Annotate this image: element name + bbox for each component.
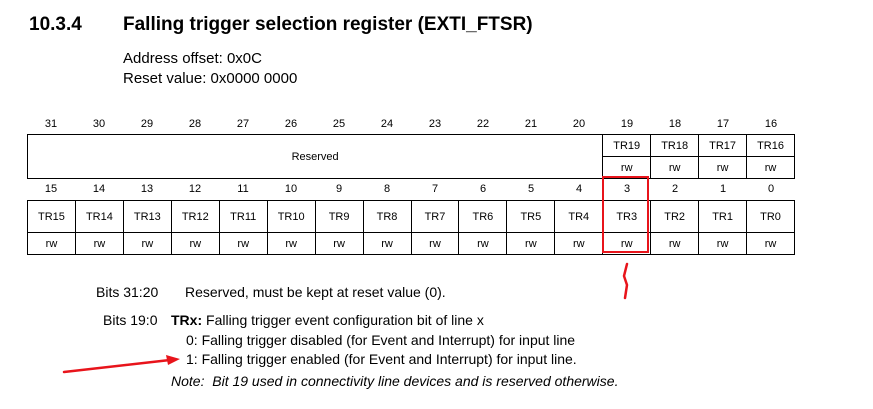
lower-bit-numbers: 15 14 13 12 11 10 9 8 7 6 5 4 3 2 1 0 xyxy=(27,183,795,195)
access-mode: rw xyxy=(266,232,316,255)
bit-number: 18 xyxy=(668,118,682,130)
access-mode: rw xyxy=(362,232,412,255)
access-mode: rw xyxy=(27,232,76,255)
address-offset: Address offset: 0x0C xyxy=(123,50,262,67)
section-number: 10.3.4 xyxy=(29,14,82,35)
bit-number: 19 xyxy=(620,118,634,130)
bit-number: 4 xyxy=(575,183,583,195)
access-mode: rw xyxy=(170,232,220,255)
annotation-mark-under-tr3 xyxy=(622,262,629,300)
bit-number: 17 xyxy=(716,118,730,130)
upper-bit-numbers: 31 30 29 28 27 26 25 24 23 22 21 20 19 1… xyxy=(27,118,795,130)
reserved-field: Reserved xyxy=(26,134,604,179)
field-tr16: TR16 xyxy=(746,134,795,157)
bit-number: 10 xyxy=(284,183,298,195)
bit-number: 3 xyxy=(623,183,631,195)
field-tr8: TR8 xyxy=(362,200,412,233)
tr3-highlight-box xyxy=(602,176,649,253)
access-mode: rw xyxy=(698,232,748,255)
bit-number: 2 xyxy=(671,183,679,195)
bit-number: 12 xyxy=(188,183,202,195)
bit-number: 30 xyxy=(92,118,106,130)
field-tr13: TR13 xyxy=(122,200,172,233)
bit-number: 25 xyxy=(332,118,346,130)
field-tr7: TR7 xyxy=(410,200,460,233)
access-mode: rw xyxy=(218,232,268,255)
bit-number: 13 xyxy=(140,183,154,195)
field-tr0: TR0 xyxy=(746,200,795,233)
bits-label-reserved: Bits 31:20 xyxy=(96,284,159,300)
access-mode: rw xyxy=(410,232,460,255)
access-mode: rw xyxy=(698,156,748,179)
field-tr11: TR11 xyxy=(218,200,268,233)
bit-number: 23 xyxy=(428,118,442,130)
bit-number: 0 xyxy=(767,183,775,195)
register-lower-table: TR15 TR14 TR13 TR12 TR11 TR10 TR9 TR8 TR… xyxy=(27,200,795,255)
access-mode: rw xyxy=(506,232,556,255)
note: Note: Bit 19 used in connectivity line d… xyxy=(171,373,619,389)
access-mode: rw xyxy=(650,232,700,255)
bits-text-trx: TRx: Falling trigger event configuration… xyxy=(171,312,484,328)
field-tr14: TR14 xyxy=(74,200,124,233)
access-mode: rw xyxy=(602,156,652,179)
value-0-description: 0: Falling trigger disabled (for Event a… xyxy=(186,332,576,348)
reset-value: Reset value: 0x0000 0000 xyxy=(123,70,298,87)
access-mode: rw xyxy=(554,232,604,255)
field-tr19: TR19 xyxy=(602,134,652,157)
field-tr10: TR10 xyxy=(266,200,316,233)
access-mode: rw xyxy=(650,156,700,179)
field-tr1: TR1 xyxy=(698,200,748,233)
bit-number: 6 xyxy=(479,183,487,195)
annotation-arrow-head xyxy=(166,355,180,365)
bits-text-reserved: Reserved, must be kept at reset value (0… xyxy=(185,284,446,300)
field-tr2: TR2 xyxy=(650,200,700,233)
access-mode: rw xyxy=(314,232,364,255)
bit-number: 28 xyxy=(188,118,202,130)
bit-number: 15 xyxy=(44,183,58,195)
bit-number: 26 xyxy=(284,118,298,130)
access-mode: rw xyxy=(122,232,172,255)
field-tr18: TR18 xyxy=(650,134,700,157)
bits-label-trx: Bits 19:0 xyxy=(103,312,158,328)
bit-number: 7 xyxy=(431,183,439,195)
bit-number: 29 xyxy=(140,118,154,130)
bit-number: 20 xyxy=(572,118,586,130)
access-mode: rw xyxy=(746,232,795,255)
access-mode: rw xyxy=(746,156,795,179)
bit-number: 1 xyxy=(719,183,727,195)
bit-number: 24 xyxy=(380,118,394,130)
bit-number: 11 xyxy=(237,183,249,195)
bit-number: 9 xyxy=(335,183,343,195)
field-description: Falling trigger event configuration bit … xyxy=(202,312,484,328)
bit-number: 14 xyxy=(92,183,106,195)
bit-number: 21 xyxy=(524,118,538,130)
field-tr15: TR15 xyxy=(27,200,76,233)
field-tr12: TR12 xyxy=(170,200,220,233)
section-title: Falling trigger selection register (EXTI… xyxy=(123,14,533,35)
field-tr17: TR17 xyxy=(698,134,748,157)
field-tr9: TR9 xyxy=(314,200,364,233)
field-name-trx: TRx: xyxy=(171,312,203,328)
field-tr6: TR6 xyxy=(458,200,508,233)
access-mode: rw xyxy=(74,232,124,255)
field-tr5: TR5 xyxy=(506,200,556,233)
annotation-arrow-line xyxy=(62,358,172,374)
bit-number: 5 xyxy=(527,183,535,195)
access-mode: rw xyxy=(458,232,508,255)
register-upper-table: Reserved TR19 TR18 TR17 TR16 rw rw rw rw xyxy=(26,134,795,179)
value-1-description: 1: Falling trigger enabled (for Event an… xyxy=(186,351,577,367)
bit-number: 22 xyxy=(476,118,490,130)
bit-number: 31 xyxy=(44,118,58,130)
bit-number: 8 xyxy=(383,183,391,195)
field-tr4: TR4 xyxy=(554,200,604,233)
bit-number: 27 xyxy=(236,118,250,130)
bit-number: 16 xyxy=(764,118,778,130)
